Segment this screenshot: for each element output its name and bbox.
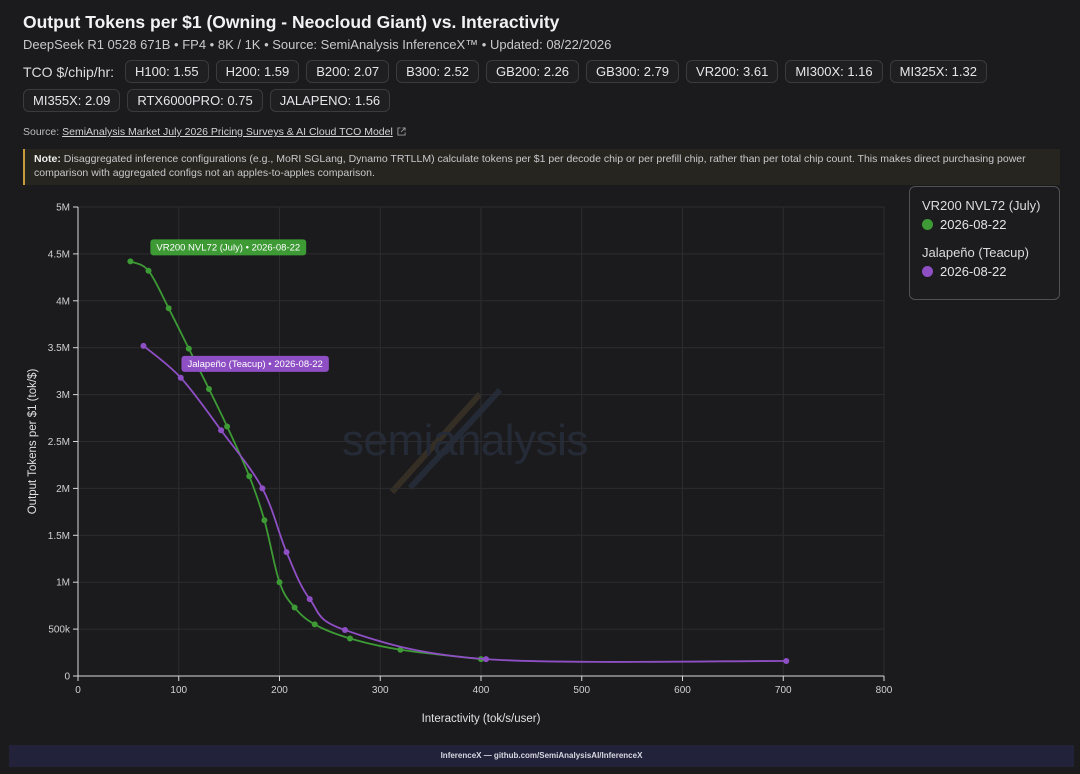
tco-label: TCO $/chip/hr:: [23, 63, 115, 80]
y-tick-label: 4M: [56, 296, 70, 307]
data-point: [185, 345, 192, 352]
y-axis-label: Output Tokens per $1 (tok/$): [27, 369, 39, 515]
legend-dot-purple: [922, 266, 933, 277]
tco-chip: MI355X: 2.09: [23, 89, 121, 112]
series-label-text: Jalapeño (Teacup) • 2026-08-22: [187, 359, 322, 370]
data-point: [246, 473, 253, 480]
footer-bar: InferenceX — github.com/SemiAnalysisAI/I…: [9, 745, 1074, 767]
source-prefix: Source:: [23, 126, 60, 138]
data-point: [783, 657, 790, 664]
legend-series-name: Jalapeño (Teacup): [922, 245, 1029, 260]
x-tick-label: 100: [170, 685, 187, 696]
data-point: [306, 596, 313, 603]
x-axis-label: Interactivity (tok/s/user): [422, 713, 541, 725]
legend-dot-green: [922, 219, 933, 230]
note-label: Note:: [34, 153, 61, 165]
legend-item-jalapeno[interactable]: 2026-08-22: [922, 264, 1047, 279]
legend-item-label: 2026-08-22: [940, 264, 1007, 279]
y-tick-label: 1M: [56, 578, 70, 589]
data-point: [276, 579, 283, 586]
data-point: [483, 656, 490, 663]
legend-series-name: VR200 NVL72 (July): [922, 198, 1041, 213]
legend: VR200 NVL72 (July) 2026-08-22 Jalapeño (…: [909, 186, 1060, 300]
y-tick-label: 500k: [48, 625, 71, 636]
tco-chip: MI300X: 1.16: [785, 60, 883, 83]
y-tick-label: 3.5M: [48, 343, 70, 354]
chart-subtitle: DeepSeek R1 0528 671B • FP4 • 8K / 1K • …: [23, 37, 612, 52]
tco-chip: MI325X: 1.32: [889, 60, 987, 83]
data-point: [283, 549, 290, 556]
x-tick-label: 200: [271, 685, 288, 696]
chart-title: Output Tokens per $1 (Owning - Neocloud …: [23, 12, 560, 32]
series-label-0: VR200 NVL72 (July) • 2026-08-22: [150, 239, 307, 256]
tco-chip: H100: 1.55: [125, 60, 209, 83]
y-tick-label: 4.5M: [48, 249, 70, 260]
data-point: [341, 627, 348, 634]
legend-item-label: 2026-08-22: [940, 217, 1007, 232]
y-tick-label: 2M: [56, 484, 70, 495]
tco-chip: VR200: 3.61: [686, 60, 779, 83]
data-point: [397, 646, 404, 653]
data-point: [165, 305, 172, 312]
data-point: [145, 267, 152, 274]
series-label-bg: [150, 239, 307, 256]
x-tick-label: 500: [573, 685, 590, 696]
legend-item-vr200[interactable]: 2026-08-22: [922, 217, 1047, 232]
data-point: [127, 258, 134, 265]
data-point: [224, 423, 231, 430]
series-line-0: [129, 260, 482, 661]
note-box: Note: Disaggregated inference configurat…: [23, 149, 1060, 185]
x-tick-label: 800: [876, 685, 893, 696]
tco-chip: B200: 2.07: [306, 60, 390, 83]
tco-chip: GB300: 2.79: [586, 60, 680, 83]
data-point: [311, 621, 318, 628]
series-label-text: VR200 NVL72 (July) • 2026-08-22: [156, 242, 300, 253]
data-point: [261, 517, 268, 524]
y-tick-label: 0: [64, 672, 70, 683]
y-tick-label: 1.5M: [48, 531, 70, 542]
x-tick-label: 700: [775, 685, 792, 696]
external-link-icon: [397, 127, 406, 136]
source-link[interactable]: SemiAnalysis Market July 2026 Pricing Su…: [62, 126, 393, 138]
tco-row: TCO $/chip/hr: H100: 1.55 H200: 1.59 B200:…: [23, 60, 1073, 112]
y-tick-label: 3M: [56, 390, 70, 401]
x-tick-label: 300: [372, 685, 389, 696]
series-label-bg: [181, 355, 329, 372]
x-tick-label: 400: [473, 685, 490, 696]
x-tick-label: 0: [75, 685, 81, 696]
tco-chip: H200: 1.59: [215, 60, 300, 83]
y-tick-label: 5M: [56, 203, 70, 214]
series-label-1: Jalapeño (Teacup) • 2026-08-22: [181, 355, 329, 372]
data-point: [205, 385, 212, 392]
data-point: [218, 427, 225, 434]
tco-chip: JALAPENO: 1.56: [269, 89, 391, 112]
chart-area: 0 100 200 300 400 500 600 700 800 0 500k 1M 1.5M 2M 2.…: [27, 203, 893, 726]
y-tick-label: 2.5M: [48, 437, 70, 448]
x-tick-label: 600: [674, 685, 691, 696]
tco-chip: RTX6000PRO: 0.75: [127, 89, 263, 112]
series-line-1: [142, 345, 787, 663]
tco-chip: B300: 2.52: [396, 60, 480, 83]
source-line: Source: SemiAnalysis Market July 2026 Pr…: [23, 126, 406, 138]
tco-chip: GB200: 2.26: [486, 60, 580, 83]
data-point: [291, 604, 298, 611]
data-point: [347, 635, 354, 642]
data-point: [259, 485, 266, 492]
data-point: [140, 342, 147, 349]
data-point: [177, 374, 184, 381]
note-text: Disaggregated inference configurations (…: [34, 153, 1026, 179]
